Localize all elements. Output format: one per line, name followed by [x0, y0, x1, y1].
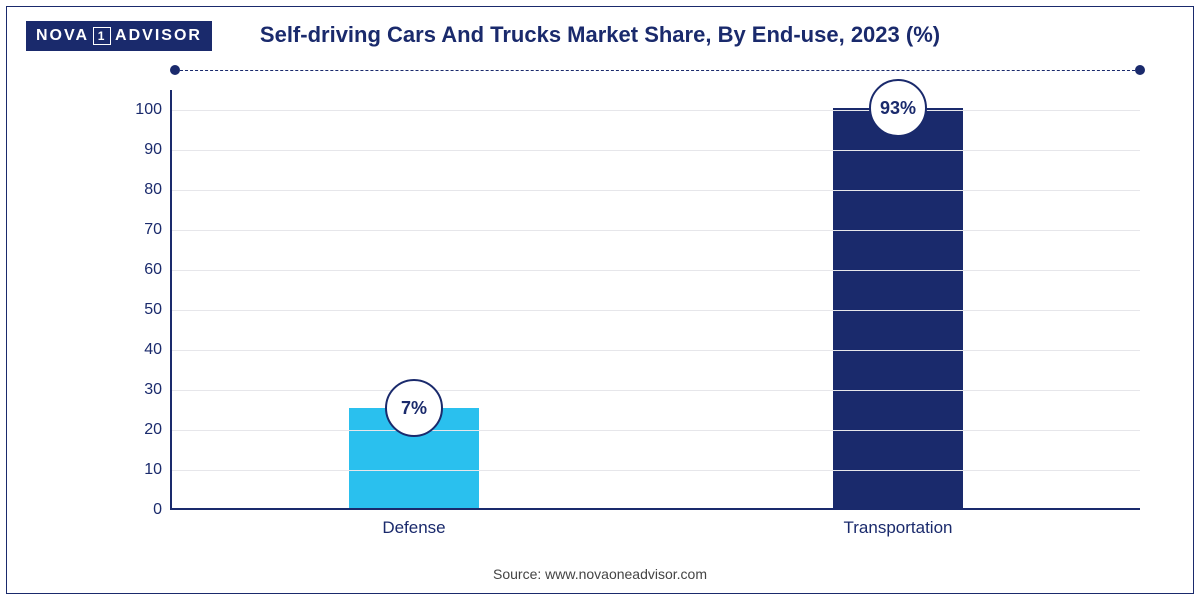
source-text: Source: www.novaoneadvisor.com: [0, 566, 1200, 582]
gridline: [172, 190, 1140, 191]
bars-container: 7%Defense 93%Transportation: [172, 90, 1140, 508]
chart-area: 0102030405060708090100 7%Defense93%Trans…: [120, 90, 1140, 510]
gridline: [172, 350, 1140, 351]
chart-title: Self-driving Cars And Trucks Market Shar…: [0, 22, 1200, 48]
gridline: [172, 390, 1140, 391]
y-tick-label: 90: [122, 141, 162, 159]
y-tick-label: 10: [122, 461, 162, 479]
gridline: [172, 470, 1140, 471]
gridline: [172, 150, 1140, 151]
x-axis-label: Defense: [382, 518, 445, 538]
y-axis: 0102030405060708090100: [120, 90, 170, 510]
y-tick-label: 30: [122, 381, 162, 399]
plot-region: 7%Defense 93%Transportation: [170, 90, 1140, 510]
decor-dot-left: [170, 65, 180, 75]
value-badge: 93%: [869, 79, 927, 137]
y-tick-label: 40: [122, 341, 162, 359]
decor-line: [175, 70, 1140, 71]
value-badge: 7%: [385, 379, 443, 437]
gridline: [172, 310, 1140, 311]
bar: 93%: [833, 108, 963, 508]
bar: 7%: [349, 408, 479, 508]
y-tick-label: 70: [122, 221, 162, 239]
bar-slot: 7%Defense: [269, 90, 559, 508]
y-tick-label: 100: [122, 101, 162, 119]
gridline: [172, 230, 1140, 231]
bar-slot: 93%Transportation: [753, 90, 1043, 508]
decor-dot-right: [1135, 65, 1145, 75]
y-tick-label: 50: [122, 301, 162, 319]
gridline: [172, 110, 1140, 111]
y-tick-label: 60: [122, 261, 162, 279]
x-axis-label: Transportation: [843, 518, 952, 538]
y-tick-label: 80: [122, 181, 162, 199]
gridline: [172, 430, 1140, 431]
y-tick-label: 20: [122, 421, 162, 439]
y-tick-label: 0: [122, 501, 162, 519]
gridline: [172, 270, 1140, 271]
